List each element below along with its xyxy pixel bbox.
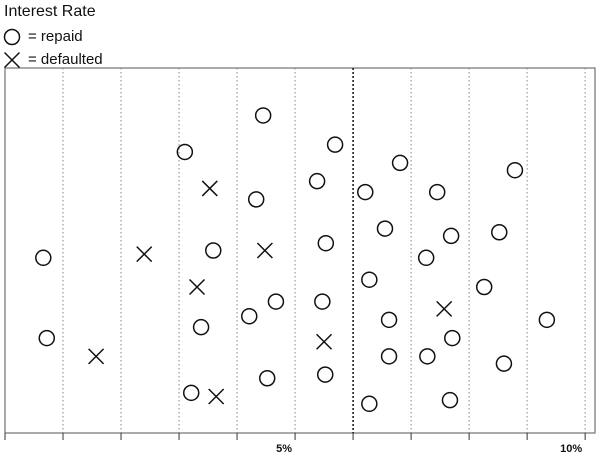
chart-title: Interest Rate	[4, 3, 96, 20]
point	[35, 249, 52, 267]
point	[254, 107, 272, 124]
point	[376, 220, 394, 237]
point	[538, 311, 556, 329]
point	[419, 348, 436, 365]
point	[506, 161, 524, 179]
point	[208, 388, 225, 405]
point	[308, 172, 326, 190]
point	[258, 370, 276, 387]
point	[391, 154, 409, 172]
point	[256, 242, 273, 259]
legend-marker	[3, 51, 21, 69]
point	[240, 307, 258, 325]
point	[361, 271, 378, 288]
point	[357, 183, 374, 201]
point	[380, 311, 398, 329]
point	[316, 333, 333, 350]
point	[417, 249, 435, 267]
point	[442, 227, 460, 245]
x-tick-label: 10%	[560, 443, 582, 455]
point	[495, 355, 513, 372]
point	[475, 278, 493, 296]
point	[380, 348, 398, 365]
point	[428, 183, 446, 201]
point	[436, 300, 453, 317]
point	[441, 391, 459, 409]
legend-label: = defaulted	[28, 51, 103, 68]
point	[316, 366, 334, 383]
point	[267, 293, 285, 310]
point	[444, 329, 461, 347]
point	[176, 143, 194, 161]
point	[182, 384, 200, 402]
point	[317, 234, 335, 252]
legend-marker	[3, 28, 21, 46]
point	[136, 246, 153, 263]
point	[201, 180, 218, 197]
point	[188, 278, 206, 296]
plot-frame	[4, 67, 596, 434]
point	[491, 224, 508, 241]
point	[247, 191, 265, 208]
point	[38, 329, 56, 347]
point	[314, 293, 331, 310]
point	[88, 348, 105, 365]
point	[361, 395, 378, 413]
x-tick-label: 5%	[276, 443, 292, 455]
point	[192, 318, 210, 336]
point	[326, 136, 344, 153]
point	[205, 242, 222, 259]
legend-label: = repaid	[28, 28, 83, 45]
